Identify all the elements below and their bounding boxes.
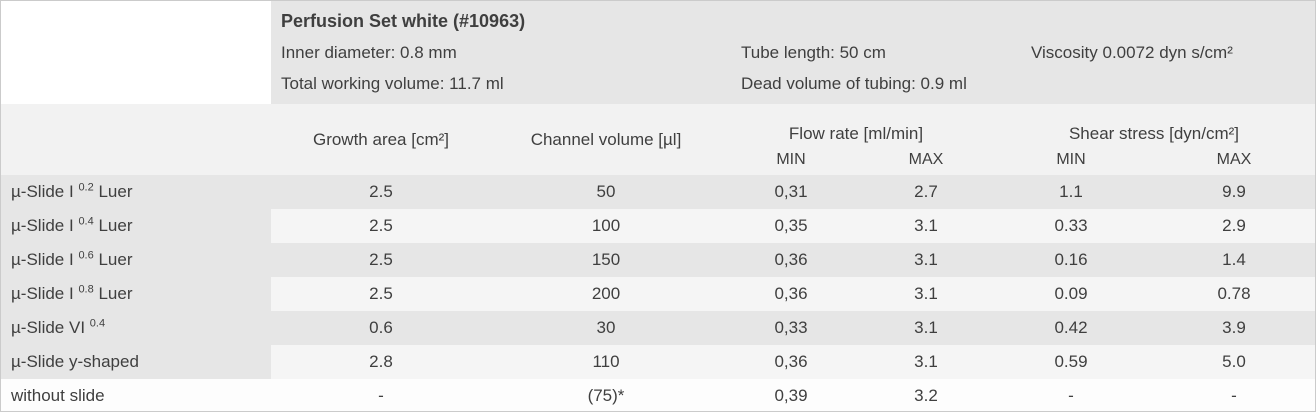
page-title: Perfusion Set white (#10963) <box>281 11 526 31</box>
slide-name-text: µ-Slide I <box>11 182 79 201</box>
table-row: µ-Slide I 0.8 Luer 2.5 200 0,36 3.1 0.09… <box>1 277 1315 311</box>
slide-name-suffix: Luer <box>93 284 133 303</box>
slide-name: µ-Slide I 0.6 Luer <box>1 243 271 277</box>
viscosity-text: Viscosity 0.0072 dyn s/cm² <box>1031 43 1233 62</box>
slide-name-sup: 0.6 <box>78 249 94 262</box>
dead-volume-text: Dead volume of tubing: 0.9 ml <box>741 74 967 93</box>
slide-name-text: µ-Slide VI <box>11 318 90 337</box>
table-row: µ-Slide I 0.6 Luer 2.5 150 0,36 3.1 0.16… <box>1 243 1315 277</box>
table-header: Growth area [cm²] Channel volume [µl] Fl… <box>1 104 1315 175</box>
table-row: µ-Slide y-shaped 2.8 110 0,36 3.1 0.59 5… <box>1 345 1315 379</box>
table-row: µ-Slide I 0.2 Luer 2.5 50 0,31 2.7 1.1 9… <box>1 175 1315 209</box>
slide-name-sup: 0.4 <box>78 215 94 228</box>
cell-growth-area: 2.5 <box>271 277 491 311</box>
cell-flow-min: 0,39 <box>721 379 861 411</box>
table-row: without slide - (75)* 0,39 3.2 - - <box>1 379 1315 411</box>
cell-flow-min: 0,36 <box>721 243 861 277</box>
cell-shear-max: 5.0 <box>1151 345 1315 379</box>
cell-channel-volume: (75)* <box>491 379 721 411</box>
inner-diameter-text: Inner diameter: 0.8 mm <box>281 43 457 62</box>
cell-channel-volume: 200 <box>491 277 721 311</box>
slide-name: without slide <box>1 379 271 411</box>
cell-flow-max: 3.1 <box>861 243 991 277</box>
cell-flow-min: 0,36 <box>721 277 861 311</box>
info-band-spacer <box>1 1 271 104</box>
cell-flow-max: 3.1 <box>861 345 991 379</box>
slide-name-text: µ-Slide I <box>11 216 79 235</box>
col-subheader-shear-max: MAX <box>1216 151 1252 168</box>
slide-name: µ-Slide VI 0.4 <box>1 311 271 345</box>
cell-flow-min: 0,35 <box>721 209 861 243</box>
cell-channel-volume: 100 <box>491 209 721 243</box>
tube-length-text: Tube length: 50 cm <box>741 43 886 62</box>
slide-name: µ-Slide I 0.8 Luer <box>1 277 271 311</box>
info-band: Perfusion Set white (#10963) Inner diame… <box>1 1 1315 104</box>
info-empty-cell <box>1021 68 1315 99</box>
slide-name-text: µ-Slide I <box>11 284 79 303</box>
info-band-content: Perfusion Set white (#10963) Inner diame… <box>271 1 1315 104</box>
cell-growth-area: 0.6 <box>271 311 491 345</box>
cell-flow-max: 2.7 <box>861 175 991 209</box>
slide-name-suffix: Luer <box>93 216 133 235</box>
slide-name-text: µ-Slide I <box>11 250 79 269</box>
col-header-growth-area: Growth area [cm²] <box>312 129 450 149</box>
cell-flow-min: 0,33 <box>721 311 861 345</box>
cell-channel-volume: 50 <box>491 175 721 209</box>
total-working-volume-text: Total working volume: 11.7 ml <box>281 74 504 93</box>
cell-flow-max: 3.1 <box>861 277 991 311</box>
cell-shear-min: 1.1 <box>991 175 1151 209</box>
col-subheader-flow-min: MIN <box>776 151 806 168</box>
slide-name: µ-Slide I 0.2 Luer <box>1 175 271 209</box>
slide-name-suffix: Luer <box>93 182 133 201</box>
table-row: µ-Slide I 0.4 Luer 2.5 100 0,35 3.1 0.33… <box>1 209 1315 243</box>
cell-channel-volume: 110 <box>491 345 721 379</box>
cell-shear-min: 0.59 <box>991 345 1151 379</box>
cell-shear-max: 0.78 <box>1151 277 1315 311</box>
cell-growth-area: - <box>271 379 491 411</box>
cell-shear-max: 9.9 <box>1151 175 1315 209</box>
cell-flow-min: 0,31 <box>721 175 861 209</box>
slide-name-suffix: Luer <box>93 250 133 269</box>
slide-name-text: without slide <box>11 386 105 405</box>
cell-shear-max: - <box>1151 379 1315 411</box>
info-grid: Inner diameter: 0.8 mm Tube length: 50 c… <box>271 37 1315 99</box>
cell-channel-volume: 150 <box>491 243 721 277</box>
col-subheader-flow-max: MAX <box>908 151 944 168</box>
cell-flow-max: 3.1 <box>861 311 991 345</box>
cell-growth-area: 2.5 <box>271 175 491 209</box>
col-subheader-shear-min: MIN <box>1056 151 1086 168</box>
cell-shear-min: - <box>991 379 1151 411</box>
slide-name-sup: 0.2 <box>78 181 94 194</box>
cell-flow-max: 3.2 <box>861 379 991 411</box>
cell-shear-max: 2.9 <box>1151 209 1315 243</box>
slide-name-sup: 0.8 <box>78 283 94 296</box>
slide-name: µ-Slide y-shaped <box>1 345 271 379</box>
cell-growth-area: 2.5 <box>271 209 491 243</box>
col-header-channel-volume: Channel volume [µl] <box>530 129 682 149</box>
slide-name-sup: 0.4 <box>89 317 106 330</box>
cell-shear-min: 0.33 <box>991 209 1151 243</box>
table-row: µ-Slide VI 0.4 0.6 30 0,33 3.1 0.42 3.9 <box>1 311 1315 345</box>
cell-growth-area: 2.5 <box>271 243 491 277</box>
slide-name: µ-Slide I 0.4 Luer <box>1 209 271 243</box>
col-header-shear-stress: Shear stress [dyn/cm²] <box>1068 124 1240 143</box>
cell-shear-max: 3.9 <box>1151 311 1315 345</box>
col-header-flow-rate: Flow rate [ml/min] <box>788 124 924 143</box>
cell-growth-area: 2.8 <box>271 345 491 379</box>
cell-flow-min: 0,36 <box>721 345 861 379</box>
cell-shear-max: 1.4 <box>1151 243 1315 277</box>
cell-channel-volume: 30 <box>491 311 721 345</box>
cell-shear-min: 0.42 <box>991 311 1151 345</box>
cell-shear-min: 0.09 <box>991 277 1151 311</box>
slide-name-text: µ-Slide y-shaped <box>11 352 139 371</box>
cell-shear-min: 0.16 <box>991 243 1151 277</box>
cell-flow-max: 3.1 <box>861 209 991 243</box>
